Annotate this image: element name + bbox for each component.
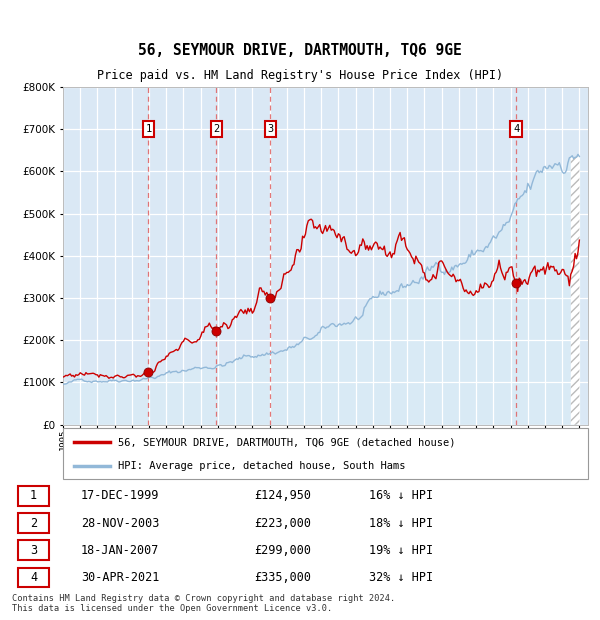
Text: 17-DEC-1999: 17-DEC-1999 <box>81 489 160 502</box>
Text: 1: 1 <box>145 124 152 134</box>
Text: £124,950: £124,950 <box>254 489 311 502</box>
Text: 3: 3 <box>267 124 274 134</box>
Text: 3: 3 <box>30 544 37 557</box>
Text: 30-APR-2021: 30-APR-2021 <box>81 571 160 584</box>
Text: 18% ↓ HPI: 18% ↓ HPI <box>369 516 433 529</box>
Text: 4: 4 <box>30 571 37 584</box>
Text: HPI: Average price, detached house, South Hams: HPI: Average price, detached house, Sout… <box>118 461 406 471</box>
Text: 16% ↓ HPI: 16% ↓ HPI <box>369 489 433 502</box>
Text: Contains HM Land Registry data © Crown copyright and database right 2024.
This d: Contains HM Land Registry data © Crown c… <box>12 594 395 613</box>
Text: £335,000: £335,000 <box>254 571 311 584</box>
Bar <box>18 567 49 587</box>
Text: 28-NOV-2003: 28-NOV-2003 <box>81 516 160 529</box>
Bar <box>18 541 49 560</box>
Text: 19% ↓ HPI: 19% ↓ HPI <box>369 544 433 557</box>
Text: 18-JAN-2007: 18-JAN-2007 <box>81 544 160 557</box>
Text: 56, SEYMOUR DRIVE, DARTMOUTH, TQ6 9GE: 56, SEYMOUR DRIVE, DARTMOUTH, TQ6 9GE <box>138 43 462 58</box>
Text: £223,000: £223,000 <box>254 516 311 529</box>
Text: 32% ↓ HPI: 32% ↓ HPI <box>369 571 433 584</box>
Text: 2: 2 <box>30 516 37 529</box>
Text: 2: 2 <box>213 124 220 134</box>
Text: Price paid vs. HM Land Registry's House Price Index (HPI): Price paid vs. HM Land Registry's House … <box>97 69 503 82</box>
Text: 56, SEYMOUR DRIVE, DARTMOUTH, TQ6 9GE (detached house): 56, SEYMOUR DRIVE, DARTMOUTH, TQ6 9GE (d… <box>118 437 455 447</box>
Text: £299,000: £299,000 <box>254 544 311 557</box>
Text: 4: 4 <box>513 124 520 134</box>
Text: 1: 1 <box>30 489 37 502</box>
Bar <box>18 486 49 506</box>
Bar <box>18 513 49 533</box>
